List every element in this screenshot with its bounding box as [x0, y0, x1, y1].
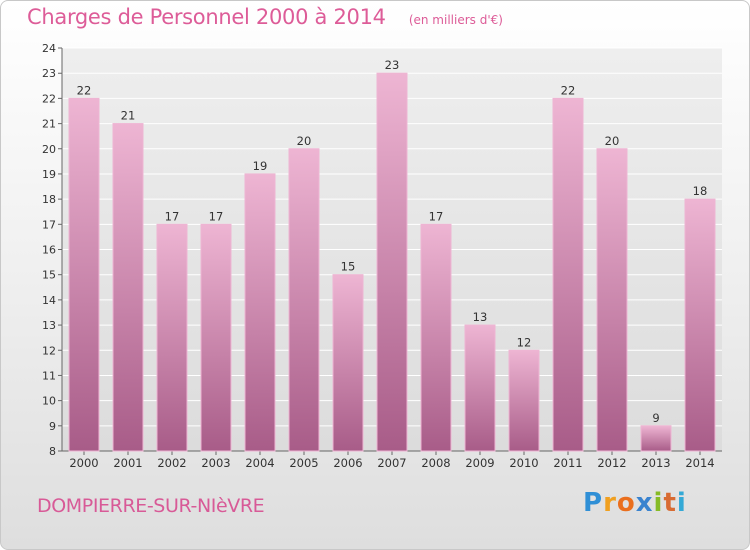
y-tick-label: 19 — [42, 168, 56, 181]
chart-subtitle: (en milliers d'€) — [408, 13, 503, 27]
title-row: Charges de Personnel 2000 à 2014 (en mil… — [27, 5, 503, 29]
bar-value-label: 17 — [209, 209, 224, 223]
x-tick-label: 2002 — [157, 456, 186, 470]
bar-value-label: 23 — [385, 58, 400, 72]
y-tick-label: 21 — [42, 118, 56, 131]
bar-value-label: 17 — [165, 209, 180, 223]
bar-2001 — [112, 123, 144, 452]
bar-value-label: 22 — [77, 83, 92, 97]
bar-2011 — [552, 97, 584, 452]
y-tick-label: 24 — [42, 42, 56, 55]
logo-letter: x — [635, 488, 654, 518]
bar-value-label: 17 — [429, 209, 444, 223]
bar-2006 — [332, 274, 364, 452]
x-tick-label: 2008 — [421, 456, 450, 470]
town-name: DOMPIERRE-SUR-NIèVRE — [37, 495, 265, 517]
y-tick-label: 22 — [42, 92, 56, 105]
y-tick-label: 14 — [42, 294, 56, 307]
y-axis: 8 9 10 11 12 13 14 15 16 17 18 19 20 21 22 23 24 — [42, 42, 63, 458]
logo-letter: i — [653, 488, 664, 518]
y-tick-label: 13 — [42, 319, 56, 332]
x-tick-label: 2000 — [69, 456, 98, 470]
bar-2007 — [376, 72, 408, 452]
bar-2003 — [200, 223, 232, 452]
bar-2009 — [464, 324, 496, 452]
bar-2002 — [156, 223, 188, 452]
bar-2008 — [420, 223, 452, 452]
x-tick-label: 2004 — [245, 456, 274, 470]
bar-value-label: 12 — [517, 335, 532, 349]
bar-value-label: 20 — [297, 134, 312, 148]
x-axis: 2000 2001 2002 2003 2004 2005 2006 2007 2008 2009… — [62, 450, 722, 470]
bar-2014 — [684, 198, 716, 452]
y-tick-label: 15 — [42, 269, 56, 282]
logo-letter: P — [583, 488, 604, 518]
logo-letter: r — [603, 488, 617, 518]
y-tick-label: 17 — [42, 218, 56, 231]
bar-value-label: 21 — [121, 109, 136, 123]
x-tick-label: 2003 — [201, 456, 230, 470]
bar-value-label: 13 — [473, 310, 488, 324]
y-tick-label: 9 — [49, 420, 56, 433]
proxiti-logo: Proxiti — [583, 488, 687, 518]
y-tick-label: 18 — [42, 193, 56, 206]
x-tick-label: 2010 — [509, 456, 538, 470]
bar-labels: 22 21 17 17 19 20 15 23 17 13 12 22 20 9 18 — [77, 58, 708, 425]
bars — [68, 72, 716, 452]
bar-value-label: 22 — [561, 83, 576, 97]
bar-2013 — [640, 425, 672, 452]
chart-title: Charges de Personnel 2000 à 2014 — [27, 5, 386, 29]
y-tick-label: 20 — [42, 143, 56, 156]
x-tick-label: 2006 — [333, 456, 362, 470]
logo-letter: i — [676, 488, 687, 518]
bar-value-label: 15 — [341, 260, 356, 274]
logo-letter: o — [616, 488, 636, 518]
bar-2010 — [508, 349, 540, 452]
x-tick-label: 2007 — [377, 456, 406, 470]
x-tick-label: 2001 — [113, 456, 142, 470]
y-tick-label: 8 — [49, 445, 56, 458]
x-tick-label: 2011 — [553, 456, 582, 470]
y-tick-label: 16 — [42, 244, 56, 257]
y-tick-label: 23 — [42, 67, 56, 80]
bar-value-label: 9 — [652, 411, 659, 425]
bar-value-label: 18 — [693, 184, 708, 198]
bar-2000 — [68, 97, 100, 452]
bar-value-label: 20 — [605, 134, 620, 148]
logo-letter: t — [663, 488, 677, 518]
x-tick-label: 2013 — [641, 456, 670, 470]
y-tick-label: 11 — [42, 369, 56, 382]
x-tick-label: 2012 — [597, 456, 626, 470]
bar-2012 — [596, 148, 628, 452]
bar-2004 — [244, 173, 276, 452]
bar-2005 — [288, 148, 320, 452]
y-tick-label: 12 — [42, 344, 56, 357]
bar-value-label: 19 — [253, 159, 268, 173]
x-tick-label: 2005 — [289, 456, 318, 470]
x-tick-label: 2014 — [685, 456, 714, 470]
x-tick-label: 2009 — [465, 456, 494, 470]
y-tick-label: 10 — [42, 395, 56, 408]
